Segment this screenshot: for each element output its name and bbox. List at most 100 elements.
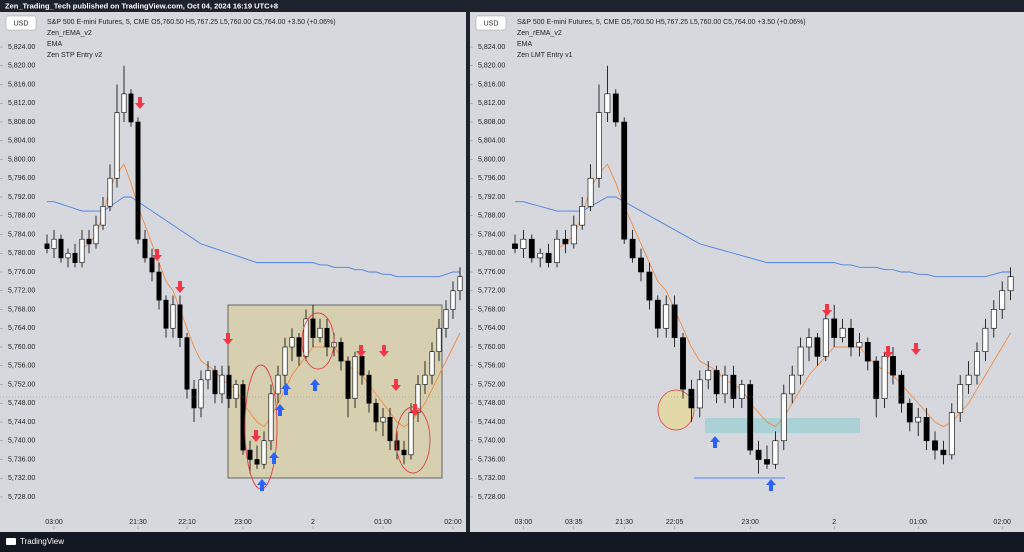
candle-body: [436, 327, 442, 352]
candle-body: [932, 440, 938, 451]
y-tick-label: 5,736.00: [478, 456, 505, 463]
y-tick-label: 5,764.00: [478, 325, 505, 332]
y-tick-label: 5,812.00: [478, 100, 505, 107]
y-tick-label: 5,792.00: [478, 194, 505, 201]
y-tick-label: 5,776.00: [478, 269, 505, 276]
y-tick-label: 5,752.00: [8, 381, 35, 388]
candle-body: [705, 370, 712, 381]
candle-body: [831, 318, 838, 338]
y-tick-label: 5,820.00: [8, 63, 35, 70]
y-tick-label: 5,824.00: [478, 44, 505, 51]
indicator-line: [47, 196, 460, 278]
y-tick-label: 5,792.00: [8, 194, 35, 201]
y-tick-label: 5,772.00: [8, 288, 35, 295]
candle-body: [121, 93, 127, 113]
y-tick-label: 5,812.00: [8, 100, 35, 107]
legend-title: S&P 500 E-mini Futures, 5, CME O5,760.50…: [47, 19, 336, 26]
y-tick-label: 5,728.00: [8, 494, 35, 501]
candle-body: [44, 243, 50, 249]
candle-body: [554, 238, 560, 263]
candle-body: [191, 388, 197, 409]
candle-body: [387, 417, 393, 442]
x-tick-label: 03:00: [515, 519, 533, 526]
candle-body: [352, 356, 358, 399]
candle-body: [512, 243, 518, 249]
y-tick-label: 5,740.00: [478, 438, 505, 445]
candle-body: [730, 374, 737, 399]
candle-body: [58, 238, 64, 259]
candle-body: [429, 351, 435, 376]
candle-body: [579, 206, 586, 226]
candle-body: [814, 337, 821, 357]
candle-body: [789, 374, 796, 395]
y-tick-label: 5,800.00: [478, 156, 505, 163]
candle-body: [957, 384, 964, 413]
y-tick-label: 5,824.00: [8, 44, 35, 51]
candle-body: [848, 327, 854, 348]
candle-body: [881, 356, 888, 399]
candle-body: [747, 384, 754, 451]
candle-body: [100, 206, 106, 226]
candle-body: [205, 370, 211, 381]
candle-body: [184, 337, 190, 390]
x-tick-label: 22:10: [178, 519, 196, 526]
candle-body: [366, 374, 372, 404]
candle-body: [948, 412, 955, 456]
currency-button: [5, 15, 37, 31]
candle-body: [107, 177, 113, 207]
y-tick-label: 5,756.00: [478, 363, 505, 370]
candle-body: [638, 257, 644, 273]
candle-body: [654, 299, 661, 329]
candle-body: [450, 290, 456, 310]
y-tick-label: 5,804.00: [478, 138, 505, 145]
candle-body: [738, 384, 745, 399]
currency-label: USD: [484, 20, 499, 27]
candle-body: [680, 337, 686, 390]
candle-body: [755, 449, 762, 460]
candle-body: [1007, 276, 1014, 292]
candle-body: [86, 238, 92, 245]
candle-body: [570, 224, 577, 245]
candle-body: [233, 384, 239, 399]
candle-body: [890, 356, 896, 376]
x-tick-label: 02:00: [993, 519, 1011, 526]
y-tick-label: 5,776.00: [8, 269, 35, 276]
brand-logo: [6, 538, 16, 545]
candle-body: [604, 93, 611, 113]
y-tick-label: 5,748.00: [478, 400, 505, 407]
candle-body: [51, 238, 57, 249]
candle-body: [373, 402, 379, 423]
y-tick-label: 5,800.00: [8, 156, 35, 163]
candle-body: [562, 238, 569, 245]
candle-body: [401, 449, 407, 456]
candle-body: [79, 238, 85, 263]
y-tick-label: 5,788.00: [8, 213, 35, 220]
candle-body: [965, 374, 972, 385]
x-tick-label: 03:35: [565, 519, 583, 526]
candle-body: [545, 252, 552, 263]
candle-body: [906, 402, 913, 423]
legend-entry: Zen STP Entry v2: [47, 52, 102, 59]
publish-header: Zen_Trading_Tech published on TradingVie…: [5, 1, 278, 10]
y-tick-label: 5,788.00: [478, 213, 505, 220]
legend-title: S&P 500 E-mini Futures, 5, CME O5,760.50…: [517, 19, 806, 26]
y-tick-label: 5,752.00: [478, 381, 505, 388]
y-tick-label: 5,744.00: [8, 419, 35, 426]
candle-body: [261, 440, 267, 465]
candle-body: [940, 449, 947, 456]
y-tick-label: 5,816.00: [8, 81, 35, 88]
circle-mark: [657, 389, 695, 431]
candle-body: [128, 93, 134, 123]
candle-body: [974, 351, 980, 376]
y-tick-label: 5,732.00: [8, 475, 35, 482]
x-tick-label: 23:00: [741, 519, 759, 526]
candle-body: [764, 459, 770, 465]
candle-body: [990, 309, 997, 329]
candle-body: [780, 393, 787, 442]
currency-button: [475, 15, 507, 31]
candle-body: [797, 346, 804, 376]
candle-body: [713, 370, 720, 395]
candle-body: [65, 252, 71, 259]
y-tick-label: 5,736.00: [8, 456, 35, 463]
